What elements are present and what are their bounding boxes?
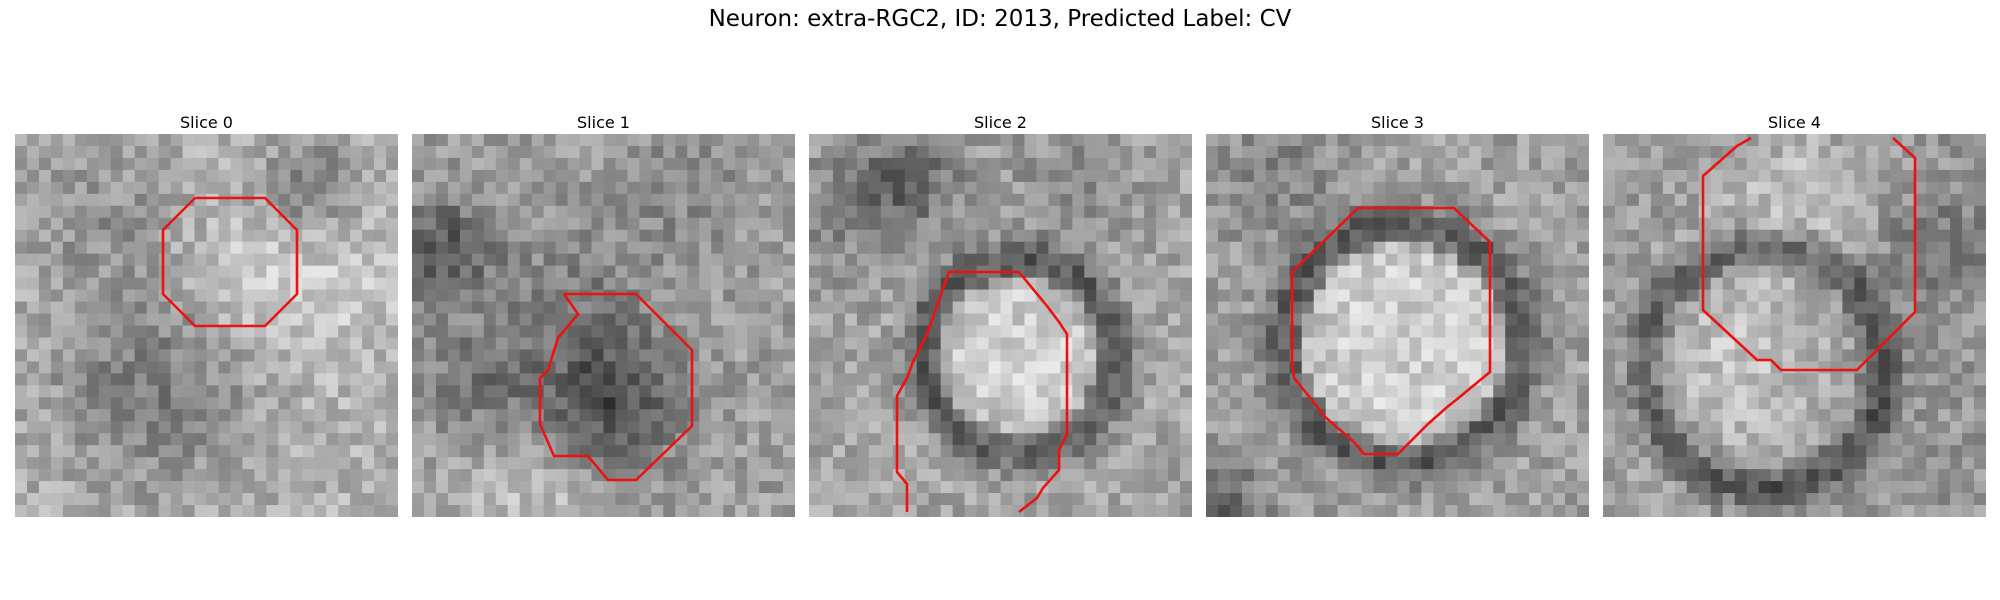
slice-title-0: Slice 0 <box>180 113 233 132</box>
contour-4a <box>1701 136 1917 372</box>
slice-title-2: Slice 2 <box>974 113 1027 132</box>
slice-image-3 <box>1206 134 1589 517</box>
contour-0 <box>161 196 299 328</box>
slice-image-2 <box>809 134 1192 517</box>
slice-image-1 <box>412 134 795 517</box>
contour-1 <box>538 292 694 482</box>
slice-panel-2: Slice 2 <box>809 112 1192 517</box>
slice-panel-0: Slice 0 <box>15 112 398 517</box>
slice-panel-3: Slice 3 <box>1206 112 1589 517</box>
slice-title-4: Slice 4 <box>1768 113 1821 132</box>
slice-image-0 <box>15 134 398 517</box>
contour-3 <box>1290 206 1492 456</box>
contour-2 <box>895 270 1069 514</box>
slice-title-1: Slice 1 <box>577 113 630 132</box>
slice-image-4 <box>1603 134 1986 517</box>
figure-title: Neuron: extra-RGC2, ID: 2013, Predicted … <box>708 6 1292 32</box>
slice-panel-4: Slice 4 <box>1603 112 1986 517</box>
slice-title-3: Slice 3 <box>1371 113 1424 132</box>
slice-panel-1: Slice 1 <box>412 112 795 517</box>
